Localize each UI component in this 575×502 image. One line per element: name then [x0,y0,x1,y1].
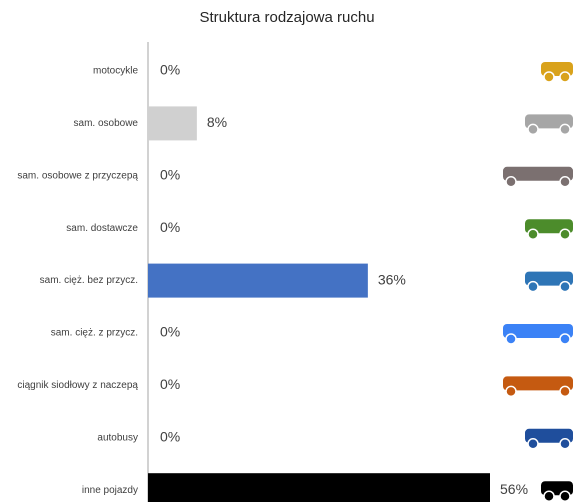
bar [148,106,197,141]
value-label: 0% [160,376,180,392]
bar [148,263,368,298]
category-label: sam. dostawcze [66,223,138,234]
value-label: 0% [160,429,180,445]
vehicle-icon [525,219,573,234]
vehicle-wheel [559,438,571,450]
vehicle-icon [503,324,573,338]
category-label: inne pojazdy [82,485,138,496]
vehicle-wheel [543,490,555,502]
value-label: 8% [207,114,227,130]
vehicle-wheel [559,385,571,398]
vehicle-wheel [527,438,539,450]
value-label: 0% [160,324,180,340]
category-label: motocykle [93,66,138,77]
vehicle-icon [525,271,573,286]
vehicle-wheel [527,280,539,293]
vehicle-wheel [559,71,571,83]
vehicle-wheel [559,490,571,502]
value-label: 0% [160,219,180,235]
vehicle-wheel [505,176,517,188]
vehicle-wheel [505,333,517,345]
bar [148,473,490,502]
vehicle-wheel [559,123,571,136]
vehicle-wheel [559,176,571,188]
vehicle-wheel [559,280,571,293]
vehicle-icon [525,114,573,129]
value-label: 56% [500,481,528,497]
vehicle-wheel [527,228,539,240]
vehicle-icon [525,428,573,443]
vehicle-wheel [559,333,571,345]
category-label: autobusy [97,432,138,443]
vehicle-wheel [527,123,539,136]
value-label: 0% [160,62,180,78]
vehicle-wheel [559,228,571,240]
category-label: sam. osobowe [74,118,139,129]
vehicle-wheel [543,71,555,83]
value-label: 36% [378,271,406,287]
category-label: sam. osobowe z przyczepą [17,170,138,181]
value-label: 0% [160,167,180,183]
vehicle-wheel [505,385,517,398]
vehicle-icon [503,166,573,181]
chart-title: Struktura rodzajowa ruchu [199,9,374,26]
category-label: sam. cięż. bez przycz. [40,275,138,286]
category-label: sam. cięż. z przycz. [51,328,138,339]
category-label: ciągnik siodłowy z naczepą [17,380,138,391]
vehicle-icon [503,376,573,391]
